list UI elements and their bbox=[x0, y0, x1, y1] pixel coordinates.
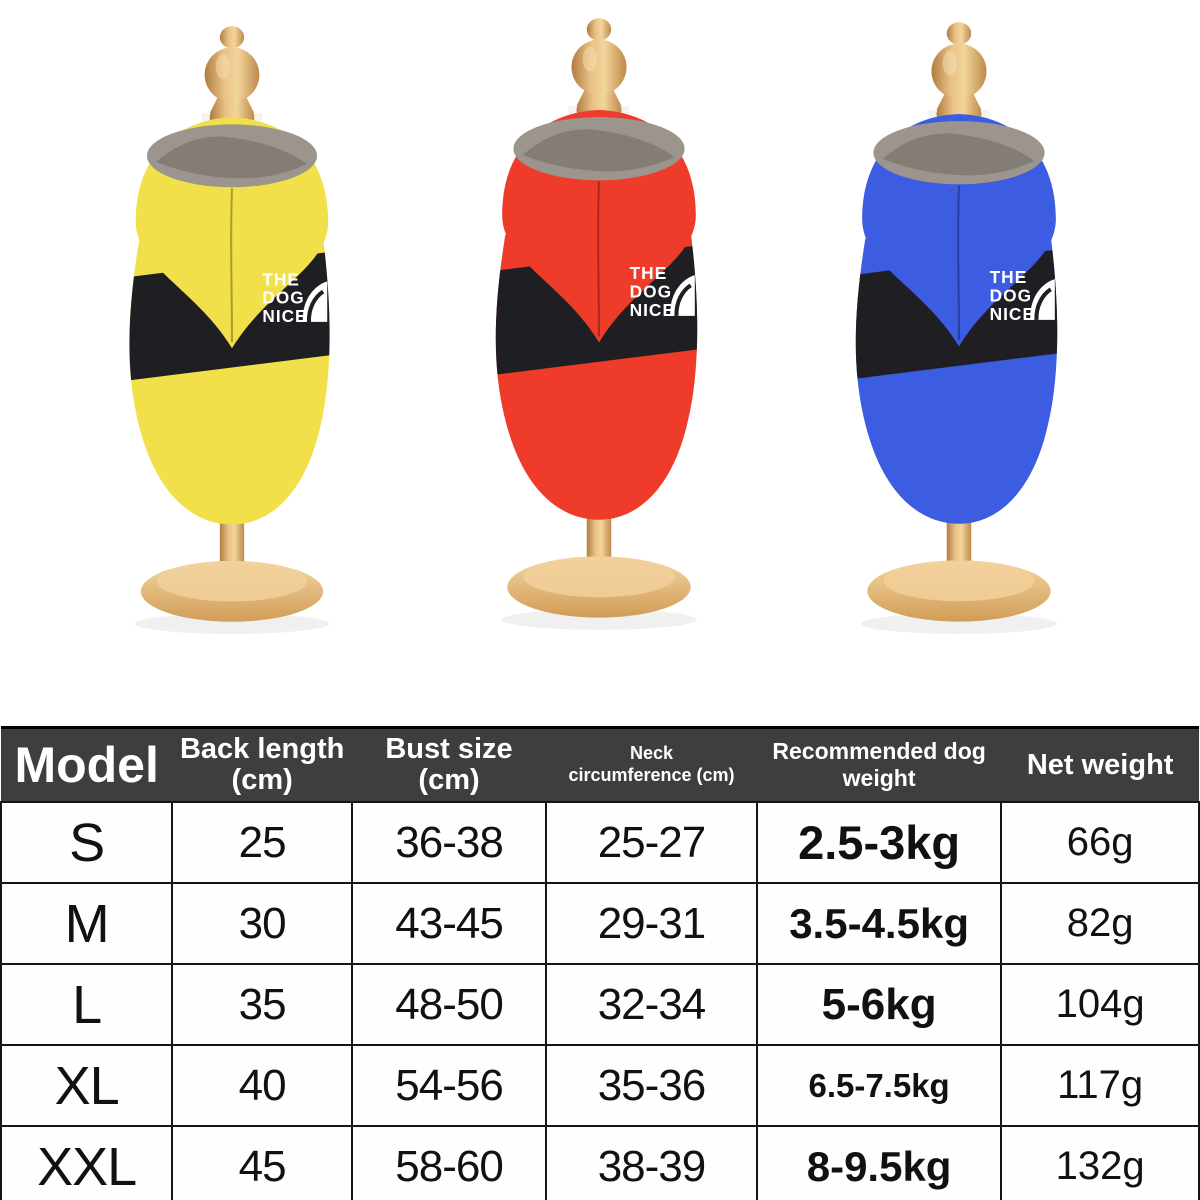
logo-line-dog: DOG bbox=[990, 286, 1033, 306]
logo-line-nice: NICE bbox=[990, 304, 1035, 324]
col-header-recommended-weight: Recommended dog weight bbox=[756, 727, 1002, 802]
size-row-s: S 25 36-38 25-27 2.5-3kg 66g bbox=[0, 801, 1200, 884]
cell-recommended-weight: 6.5-7.5kg bbox=[755, 1044, 1003, 1127]
cell-model: S bbox=[0, 801, 174, 884]
stand-finial bbox=[571, 18, 627, 117]
stand-base-top bbox=[523, 556, 675, 598]
hood-lining-shadow bbox=[882, 133, 1035, 176]
cell-neck-circumference: 25-27 bbox=[545, 801, 758, 884]
hood-seam bbox=[597, 181, 601, 337]
half-dome-stripe bbox=[1034, 287, 1052, 320]
col-header-bust-size: Bust size (cm) bbox=[352, 727, 547, 802]
cell-net-weight: 82g bbox=[1000, 882, 1200, 965]
logo-line-the: THE bbox=[262, 269, 299, 289]
cell-recommended-weight: 8-9.5kg bbox=[755, 1125, 1003, 1200]
col-header-net-weight: Net weight bbox=[1001, 727, 1199, 802]
stand-base-top bbox=[883, 560, 1035, 602]
cell-recommended-weight: 5-6kg bbox=[755, 963, 1003, 1046]
cell-neck-circumference: 35-36 bbox=[545, 1044, 758, 1127]
hood-seam bbox=[957, 185, 961, 341]
cell-recommended-weight: 2.5-3kg bbox=[755, 801, 1003, 884]
stand-shadow bbox=[134, 613, 330, 634]
cell-neck-circumference: 38-39 bbox=[545, 1125, 758, 1200]
header-row: Model Back length (cm) Bust size (cm) Neck… bbox=[1, 727, 1199, 802]
cell-back-length: 45 bbox=[171, 1125, 353, 1200]
logo-line-dog: DOG bbox=[262, 288, 304, 308]
mannequin-blue-hoodie: THE DOG NICE bbox=[855, 22, 1058, 634]
stand-finial bbox=[204, 26, 260, 124]
brand-logo: THE DOG NICE bbox=[990, 267, 1055, 324]
half-dome-stripe bbox=[674, 283, 692, 316]
mannequin-yellow-hoodie: THE DOG NICE bbox=[129, 26, 330, 634]
stand-shadow bbox=[861, 613, 1057, 634]
brand-logo: THE DOG NICE bbox=[630, 263, 695, 320]
cell-bust-size: 58-60 bbox=[350, 1125, 548, 1200]
stand-shadow bbox=[501, 609, 697, 630]
hood-seam bbox=[230, 188, 234, 343]
cell-net-weight: 104g bbox=[1000, 963, 1200, 1046]
logo-line-nice: NICE bbox=[630, 300, 675, 320]
size-row-m: M 30 43-45 29-31 3.5-4.5kg 82g bbox=[0, 882, 1200, 965]
hood-lining-shadow bbox=[156, 136, 307, 179]
cell-back-length: 30 bbox=[171, 882, 353, 965]
stand-finial bbox=[931, 22, 987, 121]
cell-model: XXL bbox=[0, 1125, 174, 1200]
cell-bust-size: 54-56 bbox=[350, 1044, 548, 1127]
col-header-back-length: Back length (cm) bbox=[172, 727, 352, 802]
cell-back-length: 35 bbox=[171, 963, 353, 1046]
cell-model: XL bbox=[0, 1044, 174, 1127]
cell-net-weight: 132g bbox=[1000, 1125, 1200, 1200]
cell-neck-circumference: 29-31 bbox=[545, 882, 758, 965]
cell-model: L bbox=[0, 963, 174, 1046]
size-row-l: L 35 48-50 32-34 5-6kg 104g bbox=[0, 963, 1200, 1046]
half-dome-stripe bbox=[306, 289, 325, 323]
cell-net-weight: 66g bbox=[1000, 801, 1200, 884]
product-photos: THE DOG NICE bbox=[129, 18, 1058, 634]
stand-base-top bbox=[157, 560, 307, 602]
hood-lining-shadow bbox=[522, 129, 675, 172]
cell-model: M bbox=[0, 882, 174, 965]
brand-logo: THE DOG NICE bbox=[262, 269, 328, 326]
cell-neck-circumference: 32-34 bbox=[545, 963, 758, 1046]
logo-line-the: THE bbox=[990, 267, 1028, 287]
cell-bust-size: 43-45 bbox=[350, 882, 548, 965]
size-row-xxl: XXL 45 58-60 38-39 8-9.5kg 132g bbox=[0, 1125, 1200, 1200]
logo-line-dog: DOG bbox=[630, 282, 673, 302]
size-chart-table: Model Back length (cm) Bust size (cm) Neck… bbox=[0, 726, 1200, 1200]
cell-net-weight: 117g bbox=[1000, 1044, 1200, 1127]
col-header-model: Model bbox=[1, 727, 173, 802]
col-header-neck-circumference: Neck circumference (cm) bbox=[546, 727, 757, 802]
cell-recommended-weight: 3.5-4.5kg bbox=[755, 882, 1003, 965]
cell-bust-size: 36-38 bbox=[350, 801, 548, 884]
logo-line-the: THE bbox=[630, 263, 668, 283]
cell-bust-size: 48-50 bbox=[350, 963, 548, 1046]
size-row-xl: XL 40 54-56 35-36 6.5-7.5kg 117g bbox=[0, 1044, 1200, 1127]
cell-back-length: 40 bbox=[171, 1044, 353, 1127]
logo-line-nice: NICE bbox=[262, 306, 307, 326]
mannequin-red-hoodie: THE DOG NICE bbox=[495, 18, 698, 630]
cell-back-length: 25 bbox=[171, 801, 353, 884]
